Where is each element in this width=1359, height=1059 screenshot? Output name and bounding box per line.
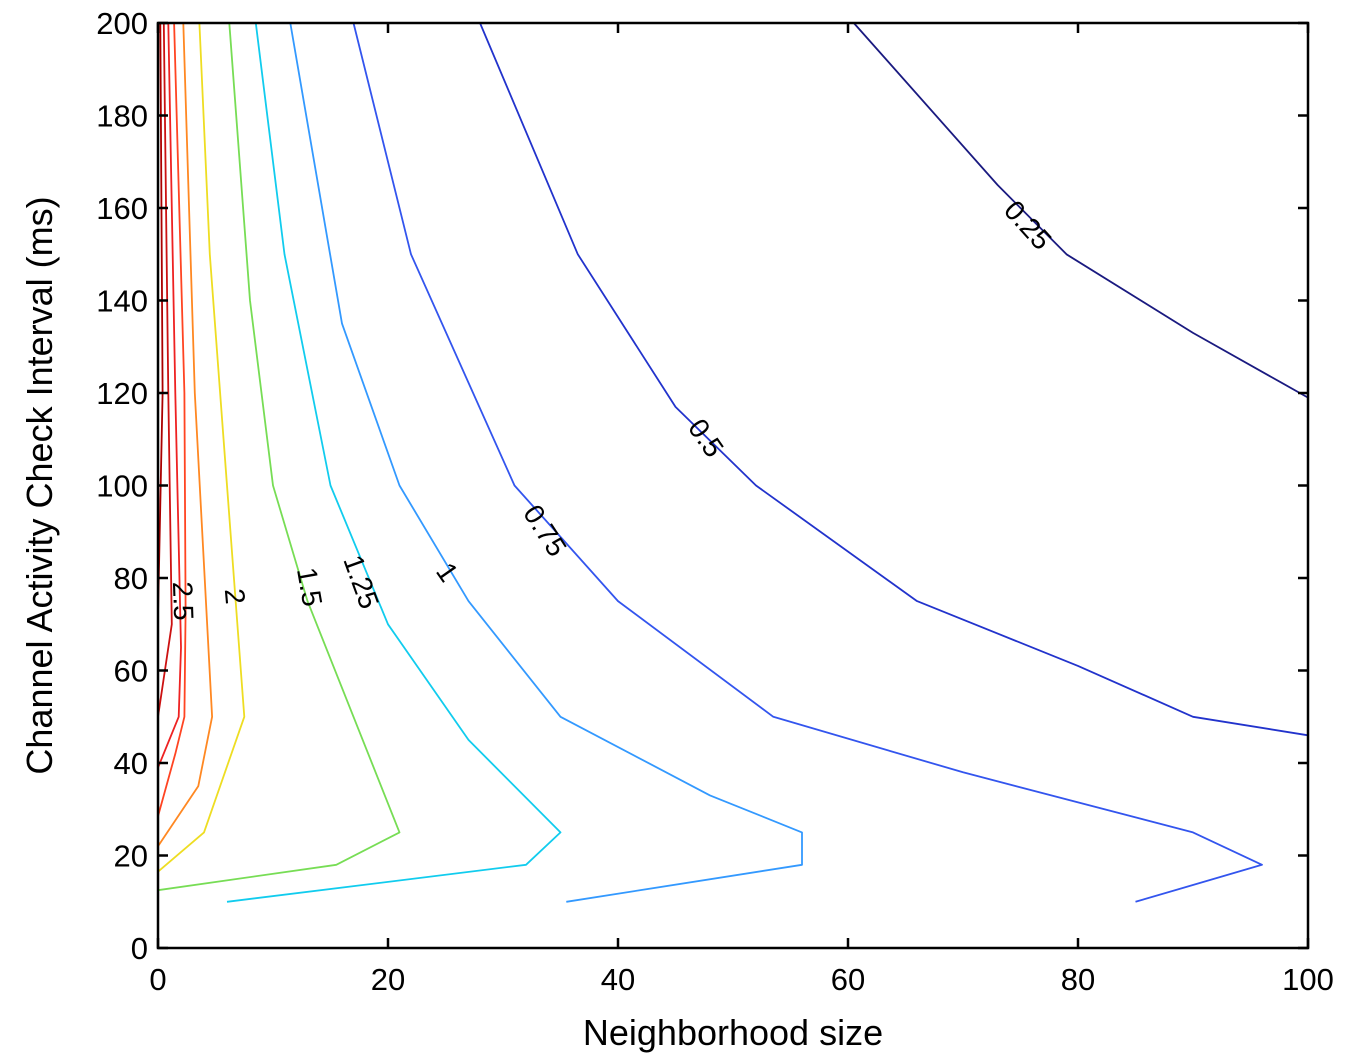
y-tick-label: 60 [114, 654, 148, 689]
x-tick-label: 40 [601, 962, 635, 997]
contour-label-0-75: 0.75 [517, 499, 573, 562]
y-tick-label: 160 [96, 191, 148, 226]
contour-line-0-5 [479, 22, 1309, 737]
contour-line-2 [157, 22, 246, 873]
contour-label-2-5: 2.5 [167, 581, 199, 621]
contour-line-2-5 [157, 22, 214, 847]
tick-labels: 0 20 40 60 80 100 0 20 40 60 80 100 120 140 160 180 200 [96, 6, 1334, 997]
y-tick-label: 40 [114, 746, 148, 781]
contour-label-1-25: 1.25 [337, 551, 385, 613]
contour-line-0-25 [853, 22, 1309, 399]
x-tick-label: 60 [831, 962, 865, 997]
contour-line-3 [157, 22, 187, 817]
y-tick-label: 80 [114, 561, 148, 596]
contour-label-0-25: 0.25 [998, 194, 1058, 255]
y-tick-label: 100 [96, 469, 148, 504]
contour-label-1-5: 1.5 [291, 565, 328, 609]
y-tick-label: 120 [96, 376, 148, 411]
x-tick-label: 0 [149, 962, 166, 997]
axis-ticks [156, 21, 1310, 950]
x-axis-title: Neighborhood size [583, 1012, 883, 1053]
y-tick-label: 180 [96, 99, 148, 134]
contour-line-1-25 [226, 22, 562, 903]
y-tick-label: 200 [96, 6, 148, 41]
contour-label-2: 2 [219, 587, 251, 605]
y-tick-label: 140 [96, 284, 148, 319]
contour-line-3-5 [157, 22, 182, 768]
contour-lines [157, 22, 1309, 903]
contour-line-1-5 [157, 22, 401, 892]
y-tick-label: 20 [114, 839, 148, 874]
y-axis-title: Channel Activity Check Interval (ms) [19, 196, 60, 774]
x-tick-label: 80 [1061, 962, 1095, 997]
contour-label-1: 1 [430, 557, 464, 588]
x-tick-label: 100 [1282, 962, 1334, 997]
contour-line-1 [289, 22, 803, 903]
contour-line-0-75 [352, 22, 1263, 903]
x-tick-label: 20 [371, 962, 405, 997]
y-tick-label: 0 [131, 931, 148, 966]
